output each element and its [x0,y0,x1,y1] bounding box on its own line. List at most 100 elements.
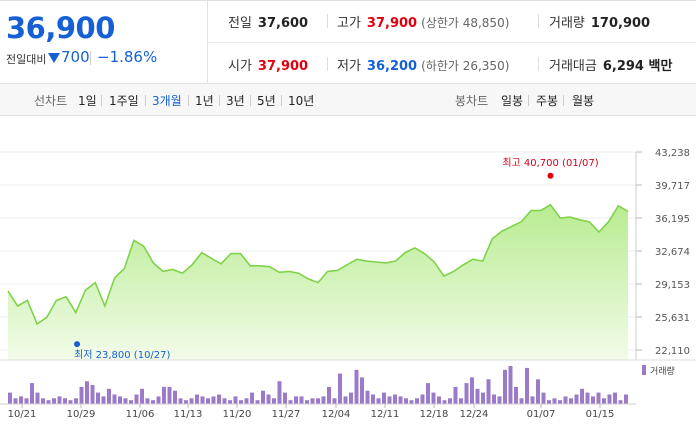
volume-bar [492,394,496,404]
volume-bar [24,398,29,404]
volume-bars: 거래량 [0,365,675,405]
volume-bar [365,390,370,404]
volume-bar [233,396,238,404]
candle-monthly[interactable]: 월봉 [572,94,595,108]
open-cell: 시가 37,900 [228,55,308,74]
high-annotation: 최고 40,700 (01/07) [502,157,598,169]
volume-bar [52,398,56,404]
x-tick-label: 10/29 [67,409,96,420]
volume-bar [112,394,117,404]
volume-bar [217,394,221,404]
volume-bar [299,396,304,404]
volume-bar [596,392,601,404]
volume-bar [338,373,342,404]
candle-weekly[interactable]: 주봉 [536,94,559,108]
volume-bar [206,398,210,404]
range-3m[interactable]: 3개월 [152,94,182,108]
volume-bar [519,398,524,404]
volume-bar [574,394,579,404]
current-price: 36,900 [6,11,115,45]
amount-value: 6,294 백만 [602,59,673,74]
volume-bar [79,386,84,404]
volume-bar [151,400,155,404]
volume-bar [13,398,18,404]
y-tick-label: 36,195 [655,214,690,225]
volume-bar [525,367,529,404]
volume-bar [156,396,161,404]
volume-value: 170,900 [590,16,651,31]
low-value: 36,200 [366,59,418,74]
y-tick-label: 25,631 [655,313,690,324]
volume-bar [332,398,337,404]
open-value: 37,900 [257,59,309,74]
volume-bar [486,379,491,404]
volume-bar [569,398,573,404]
volume-bar [228,400,232,404]
volume-bar [178,398,183,404]
range-3y[interactable]: 3년 [226,94,245,108]
volume-bar [57,396,62,404]
volume-bar [107,388,111,404]
volume-bar [46,400,51,404]
amount-cell: 거래대금 6,294 백만 [549,55,672,74]
volume-bar [497,396,502,404]
volume-cell: 거래량 170,900 [549,12,650,31]
volume-bar [343,396,348,404]
volume-bar [327,386,331,404]
range-1w[interactable]: 1주일 [109,94,139,108]
volume-bar [536,379,540,404]
volume-bar [508,366,513,404]
y-tick-label: 43,238 [655,148,690,159]
chart-toolbar: 선차트 1일 1주일 3개월 1년 3년 5년 10년 봉차트 일봉 주봉 월봉 [0,84,696,116]
volume-bar [189,398,194,404]
volume-bar [613,392,617,404]
volume-bar [134,394,139,404]
low-marker [74,341,81,348]
x-axis: 10/21 10/29 11/06 11/13 11/20 11/27 12/04 12/11… [8,404,614,420]
volume-bar [398,396,403,404]
volume-bar [415,398,419,404]
x-tick-label: 12/24 [460,409,489,420]
volume-bar [464,383,469,404]
divider [188,95,189,106]
divider [563,95,564,106]
x-tick-label: 12/18 [420,409,449,420]
divider [327,57,328,71]
volume-bar [470,377,474,404]
low-cell: 저가 36,200 (하한가 26,350) [337,55,509,74]
volume-bar [541,392,546,404]
range-1d[interactable]: 1일 [78,94,97,108]
volume-label: 거래량 [549,16,585,31]
y-tick-label: 32,674 [655,247,690,258]
divider [90,51,91,65]
stock-summary-header: 36,900 전일대비 700 −1.86% 전일 37,600 고가 37,900… [0,0,696,84]
range-5y[interactable]: 5년 [257,94,276,108]
volume-bar [283,392,287,404]
volume-bar [382,392,386,404]
volume-bar [618,400,623,404]
volume-bar [376,398,381,404]
annotations: 최고 40,700 (01/07) 최저 23,800 (10/27) [74,157,599,361]
range-10y[interactable]: 10년 [288,94,315,108]
volume-bar [321,396,326,404]
volume-bar [288,400,293,404]
candle-daily[interactable]: 일봉 [501,94,524,108]
upper-limit: (상한가 48,850) [421,16,510,30]
volume-bar [371,394,375,404]
volume-bar [277,381,282,404]
divider [250,95,251,106]
volume-bar [261,390,265,404]
volume-bar [118,396,122,404]
volume-bar [250,392,254,404]
x-tick-label: 12/04 [322,409,351,420]
volume-bar [580,388,584,404]
y-tick-label: 22,110 [655,346,690,357]
range-1y[interactable]: 1년 [195,94,214,108]
divider [538,14,539,28]
y-tick-label: 39,717 [655,181,690,192]
divider [528,95,529,106]
volume-bar [426,383,430,404]
volume-bar [101,396,106,404]
x-tick-label: 10/21 [8,409,37,420]
prev-close-cell: 전일 37,600 [228,12,308,31]
